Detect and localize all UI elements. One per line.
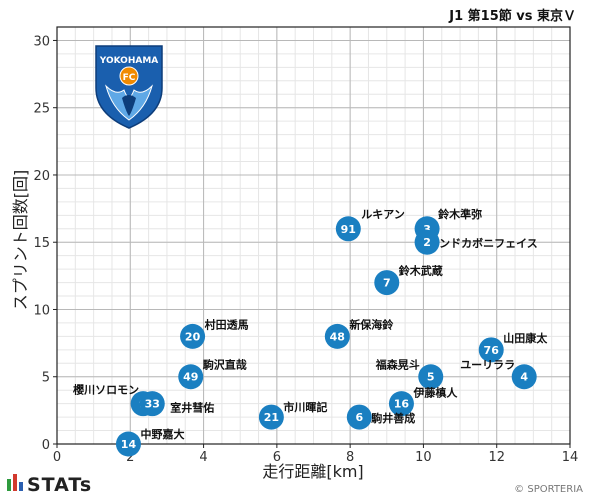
axes xyxy=(56,26,571,445)
chart-title: J1 第15節 vs 東京Ｖ xyxy=(448,8,576,24)
data-point: 33 室井彗佑 xyxy=(139,391,214,417)
point-label: 駒井善成 xyxy=(371,411,415,425)
point-marker xyxy=(511,364,537,390)
data-point: 91 ルキアン xyxy=(335,208,405,242)
plot-frame xyxy=(56,26,571,445)
x-tick-label: 8 xyxy=(346,450,354,465)
point-label: 鈴木武蔵 xyxy=(399,264,443,278)
point-number: 6 xyxy=(355,411,363,424)
x-tick-label: 10 xyxy=(415,450,432,465)
point-marker xyxy=(258,404,284,430)
point-number: 16 xyxy=(394,398,410,411)
logo-text: YOKOHAMA xyxy=(99,56,159,66)
data-points: 91 ルキアン 3 鈴木準弥 2 ンドカボニフェイス 7 鈴木武蔵 20 村田透馬 48 新保海鈴 76… xyxy=(72,207,548,457)
point-marker xyxy=(374,270,400,296)
data-point: 48 新保海鈴 xyxy=(324,317,394,349)
y-tick-label: 15 xyxy=(33,236,50,251)
point-marker xyxy=(115,431,141,457)
point-marker xyxy=(139,391,165,417)
y-tick-label: 5 xyxy=(42,371,50,386)
point-number: 21 xyxy=(264,411,279,424)
point-label: 室井彗佑 xyxy=(170,401,214,415)
x-tick-label: 4 xyxy=(199,450,207,465)
data-point: 20 村田透馬 xyxy=(180,317,249,349)
point-marker xyxy=(178,364,204,390)
brand-bar-red xyxy=(13,474,17,491)
point-number: 33 xyxy=(145,398,160,411)
x-axis-label: 走行距離[km] xyxy=(262,462,363,481)
yokohama-fc-logo: YOKOHAMA FC xyxy=(95,45,163,129)
point-number: 48 xyxy=(330,330,345,343)
point-marker xyxy=(414,229,440,255)
point-label: ルキアン xyxy=(361,208,405,221)
point-label: 鈴木準弥 xyxy=(438,207,482,221)
y-tick-label: 25 xyxy=(33,102,50,117)
y-tick-label: 0 xyxy=(42,438,50,453)
point-label: 新保海鈴 xyxy=(349,317,394,331)
data-point: 2 ンドカボニフェイス xyxy=(414,229,538,255)
data-point: 5 福森晃斗 xyxy=(375,358,444,390)
point-label: 山田康太 xyxy=(503,331,548,345)
point-number: 5 xyxy=(427,371,435,384)
point-label: 市川暉記 xyxy=(283,400,327,414)
logo-sub: FC xyxy=(123,73,136,83)
point-number: 14 xyxy=(121,438,137,451)
point-number: 76 xyxy=(484,344,500,357)
point-label: 駒沢直哉 xyxy=(203,358,247,372)
stats-logo: STATs xyxy=(7,474,92,496)
point-number: 3 xyxy=(423,223,431,236)
point-marker xyxy=(418,364,444,390)
point-number: 2 xyxy=(423,236,431,249)
point-marker xyxy=(335,216,361,242)
point-number: 20 xyxy=(185,330,201,343)
data-point: 4 ユーリララ xyxy=(460,359,537,390)
point-label: 村田透馬 xyxy=(205,317,249,331)
x-tick-label: 0 xyxy=(53,450,61,465)
data-point: 49 駒沢直哉 xyxy=(178,358,247,390)
brand-name: STATs xyxy=(27,474,92,496)
copyright: © SPORTERIA xyxy=(514,484,583,495)
x-tick-label: 14 xyxy=(562,450,579,465)
point-number: 91 xyxy=(341,223,356,236)
x-tick-label: 2 xyxy=(126,450,134,465)
point-marker xyxy=(478,337,504,363)
y-tick-label: 30 xyxy=(33,34,50,49)
point-number: 7 xyxy=(383,277,391,290)
point-label: 中野嘉大 xyxy=(140,427,184,441)
data-point: 7 鈴木武蔵 xyxy=(374,264,443,296)
y-tick-label: 10 xyxy=(33,303,50,318)
point-marker xyxy=(346,404,372,430)
brand-bar-blue xyxy=(19,482,23,491)
point-marker xyxy=(324,323,350,349)
brand-bar-green xyxy=(7,479,11,491)
point-marker xyxy=(180,323,206,349)
point-marker xyxy=(388,391,414,417)
data-point: 6 駒井善成 xyxy=(346,404,415,430)
y-tick-label: 20 xyxy=(33,169,50,184)
point-label: ンドカボニフェイス xyxy=(439,236,538,250)
point-label: 櫻川ソロモン xyxy=(72,383,139,397)
x-tick-label: 12 xyxy=(488,450,505,465)
point-number: 4 xyxy=(520,371,528,384)
point-number: 49 xyxy=(183,371,198,384)
y-axis-label: スプリント回数[回] xyxy=(11,170,30,311)
point-label: 福森晃斗 xyxy=(375,358,420,372)
data-point: 21 市川暉記 xyxy=(258,400,327,430)
x-tick-label: 6 xyxy=(273,450,281,465)
point-label: 伊藤槙人 xyxy=(412,386,458,400)
point-label: ユーリララ xyxy=(460,359,515,372)
